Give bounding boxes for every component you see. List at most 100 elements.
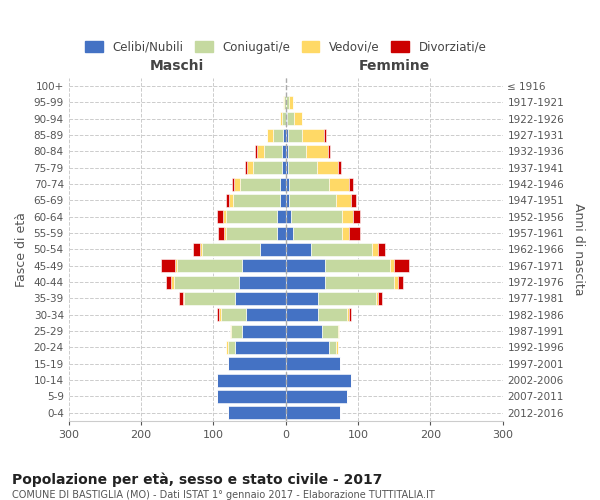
Bar	[294, 112, 302, 125]
Bar	[267, 129, 272, 141]
Bar	[217, 390, 286, 403]
Bar	[226, 227, 277, 239]
Bar	[289, 96, 293, 109]
Bar	[280, 178, 286, 190]
Bar	[282, 162, 286, 174]
Bar	[172, 276, 173, 288]
Bar	[232, 178, 234, 190]
Bar	[286, 145, 288, 158]
Bar	[217, 308, 219, 321]
Bar	[200, 243, 202, 256]
Bar	[221, 308, 246, 321]
Bar	[394, 260, 409, 272]
Bar	[292, 210, 342, 223]
Bar	[287, 112, 294, 125]
Bar	[286, 292, 318, 305]
Bar	[229, 194, 233, 207]
Bar	[318, 308, 347, 321]
Bar	[349, 308, 352, 321]
Bar	[338, 162, 341, 174]
Bar	[218, 227, 224, 239]
Bar	[391, 260, 394, 272]
Text: Maschi: Maschi	[150, 59, 204, 73]
Bar	[230, 325, 232, 338]
Bar	[232, 325, 242, 338]
Bar	[240, 178, 280, 190]
Bar	[217, 374, 286, 386]
Bar	[175, 260, 177, 272]
Text: Femmine: Femmine	[358, 59, 430, 73]
Bar	[257, 145, 264, 158]
Bar	[202, 243, 260, 256]
Bar	[289, 178, 329, 190]
Bar	[283, 96, 284, 109]
Bar	[378, 243, 385, 256]
Bar	[394, 276, 398, 288]
Bar	[246, 308, 286, 321]
Bar	[286, 227, 293, 239]
Bar	[242, 260, 286, 272]
Bar	[324, 129, 326, 141]
Bar	[306, 145, 328, 158]
Bar	[228, 406, 286, 419]
Bar	[318, 292, 376, 305]
Bar	[286, 308, 318, 321]
Bar	[286, 112, 287, 125]
Bar	[277, 210, 286, 223]
Bar	[317, 162, 338, 174]
Bar	[226, 210, 277, 223]
Bar	[242, 325, 286, 338]
Bar	[349, 178, 353, 190]
Bar	[378, 292, 382, 305]
Bar	[217, 210, 223, 223]
Bar	[286, 390, 347, 403]
Bar	[286, 194, 289, 207]
Bar	[347, 308, 349, 321]
Bar	[286, 325, 322, 338]
Bar	[286, 260, 325, 272]
Bar	[166, 276, 172, 288]
Bar	[288, 129, 302, 141]
Bar	[353, 210, 360, 223]
Bar	[286, 358, 340, 370]
Bar	[336, 341, 338, 354]
Bar	[247, 162, 253, 174]
Bar	[325, 276, 394, 288]
Text: COMUNE DI BASTIGLIA (MO) - Dati ISTAT 1° gennaio 2017 - Elaborazione TUTTITALIA.: COMUNE DI BASTIGLIA (MO) - Dati ISTAT 1°…	[12, 490, 435, 500]
Bar	[286, 210, 292, 223]
Bar	[282, 145, 286, 158]
Bar	[373, 243, 378, 256]
Bar	[223, 210, 226, 223]
Bar	[286, 162, 288, 174]
Bar	[184, 292, 235, 305]
Bar	[280, 112, 282, 125]
Bar	[288, 145, 306, 158]
Bar	[280, 194, 286, 207]
Bar	[235, 341, 286, 354]
Bar	[286, 178, 289, 190]
Bar	[350, 194, 356, 207]
Bar	[286, 96, 289, 109]
Bar	[173, 276, 239, 288]
Bar	[228, 341, 235, 354]
Bar	[329, 178, 349, 190]
Bar	[233, 194, 280, 207]
Bar	[293, 227, 342, 239]
Legend: Celibi/Nubili, Coniugati/e, Vedovi/e, Divorziati/e: Celibi/Nubili, Coniugati/e, Vedovi/e, Di…	[80, 36, 491, 59]
Bar	[179, 292, 183, 305]
Bar	[302, 129, 324, 141]
Bar	[193, 243, 200, 256]
Bar	[311, 243, 373, 256]
Bar	[228, 358, 286, 370]
Y-axis label: Anni di nascita: Anni di nascita	[572, 203, 585, 296]
Bar	[338, 325, 339, 338]
Bar	[286, 374, 350, 386]
Bar	[282, 112, 286, 125]
Bar	[286, 243, 311, 256]
Bar	[398, 276, 403, 288]
Bar	[224, 227, 226, 239]
Bar	[289, 194, 336, 207]
Bar	[226, 341, 228, 354]
Bar	[239, 276, 286, 288]
Bar	[286, 129, 288, 141]
